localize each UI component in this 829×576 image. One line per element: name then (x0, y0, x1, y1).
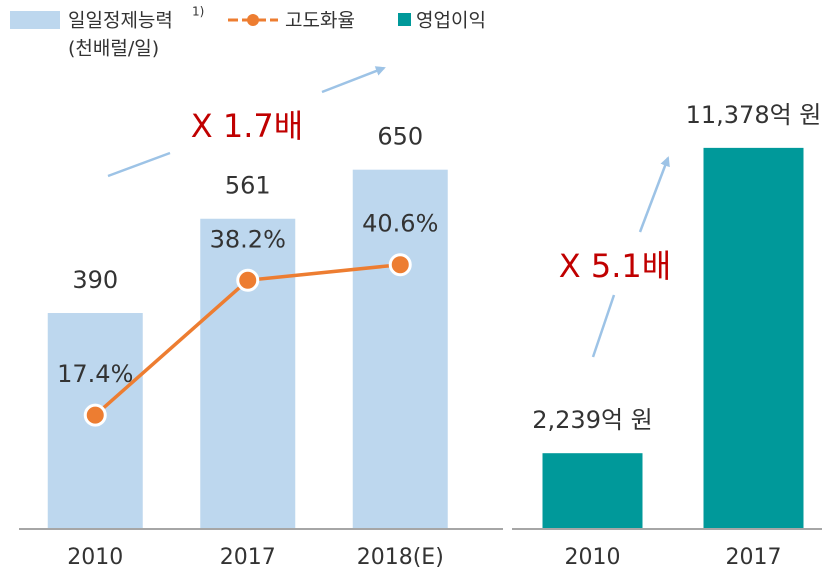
value-label: 17.4% (57, 360, 133, 388)
bar (352, 169, 448, 528)
growth-arrow (591, 294, 616, 358)
x-tick-label: 2010 (565, 545, 621, 570)
bar (703, 147, 804, 528)
bar (200, 218, 296, 528)
line-point (236, 268, 260, 292)
x-tick-label: 2017 (726, 545, 782, 570)
legend-label: 고도화율 (285, 10, 355, 32)
line-point (388, 253, 412, 277)
value-label: 2,239억 원 (532, 406, 653, 434)
x-tick-label: 2017 (220, 545, 276, 570)
value-label: 38.2% (210, 225, 286, 253)
bar (542, 453, 643, 528)
unit-label: (천배럴/일) (68, 38, 159, 60)
annotation: X 1.7배 (191, 107, 303, 145)
x-tick-label: 2010 (67, 545, 123, 570)
value-label: 40.6% (362, 210, 438, 238)
line-point (83, 403, 107, 427)
value-label: 390 (72, 266, 118, 294)
legend-marker (247, 14, 259, 26)
legend-label: 일일정제능력 (68, 10, 173, 32)
legend-label: 영업이익 (416, 10, 486, 32)
growth-arrow (107, 151, 171, 178)
footnote-mark: 1) (192, 5, 204, 19)
growth-arrow (321, 66, 386, 94)
legend-swatch (398, 13, 411, 26)
growth-arrow (638, 156, 670, 233)
value-label: 561 (225, 172, 271, 200)
legend-swatch (10, 11, 60, 29)
annotation: X 5.1배 (559, 247, 671, 285)
value-label: 650 (377, 123, 423, 151)
value-label: 11,378억 원 (686, 101, 822, 129)
x-tick-label: 2018(E) (357, 545, 444, 570)
